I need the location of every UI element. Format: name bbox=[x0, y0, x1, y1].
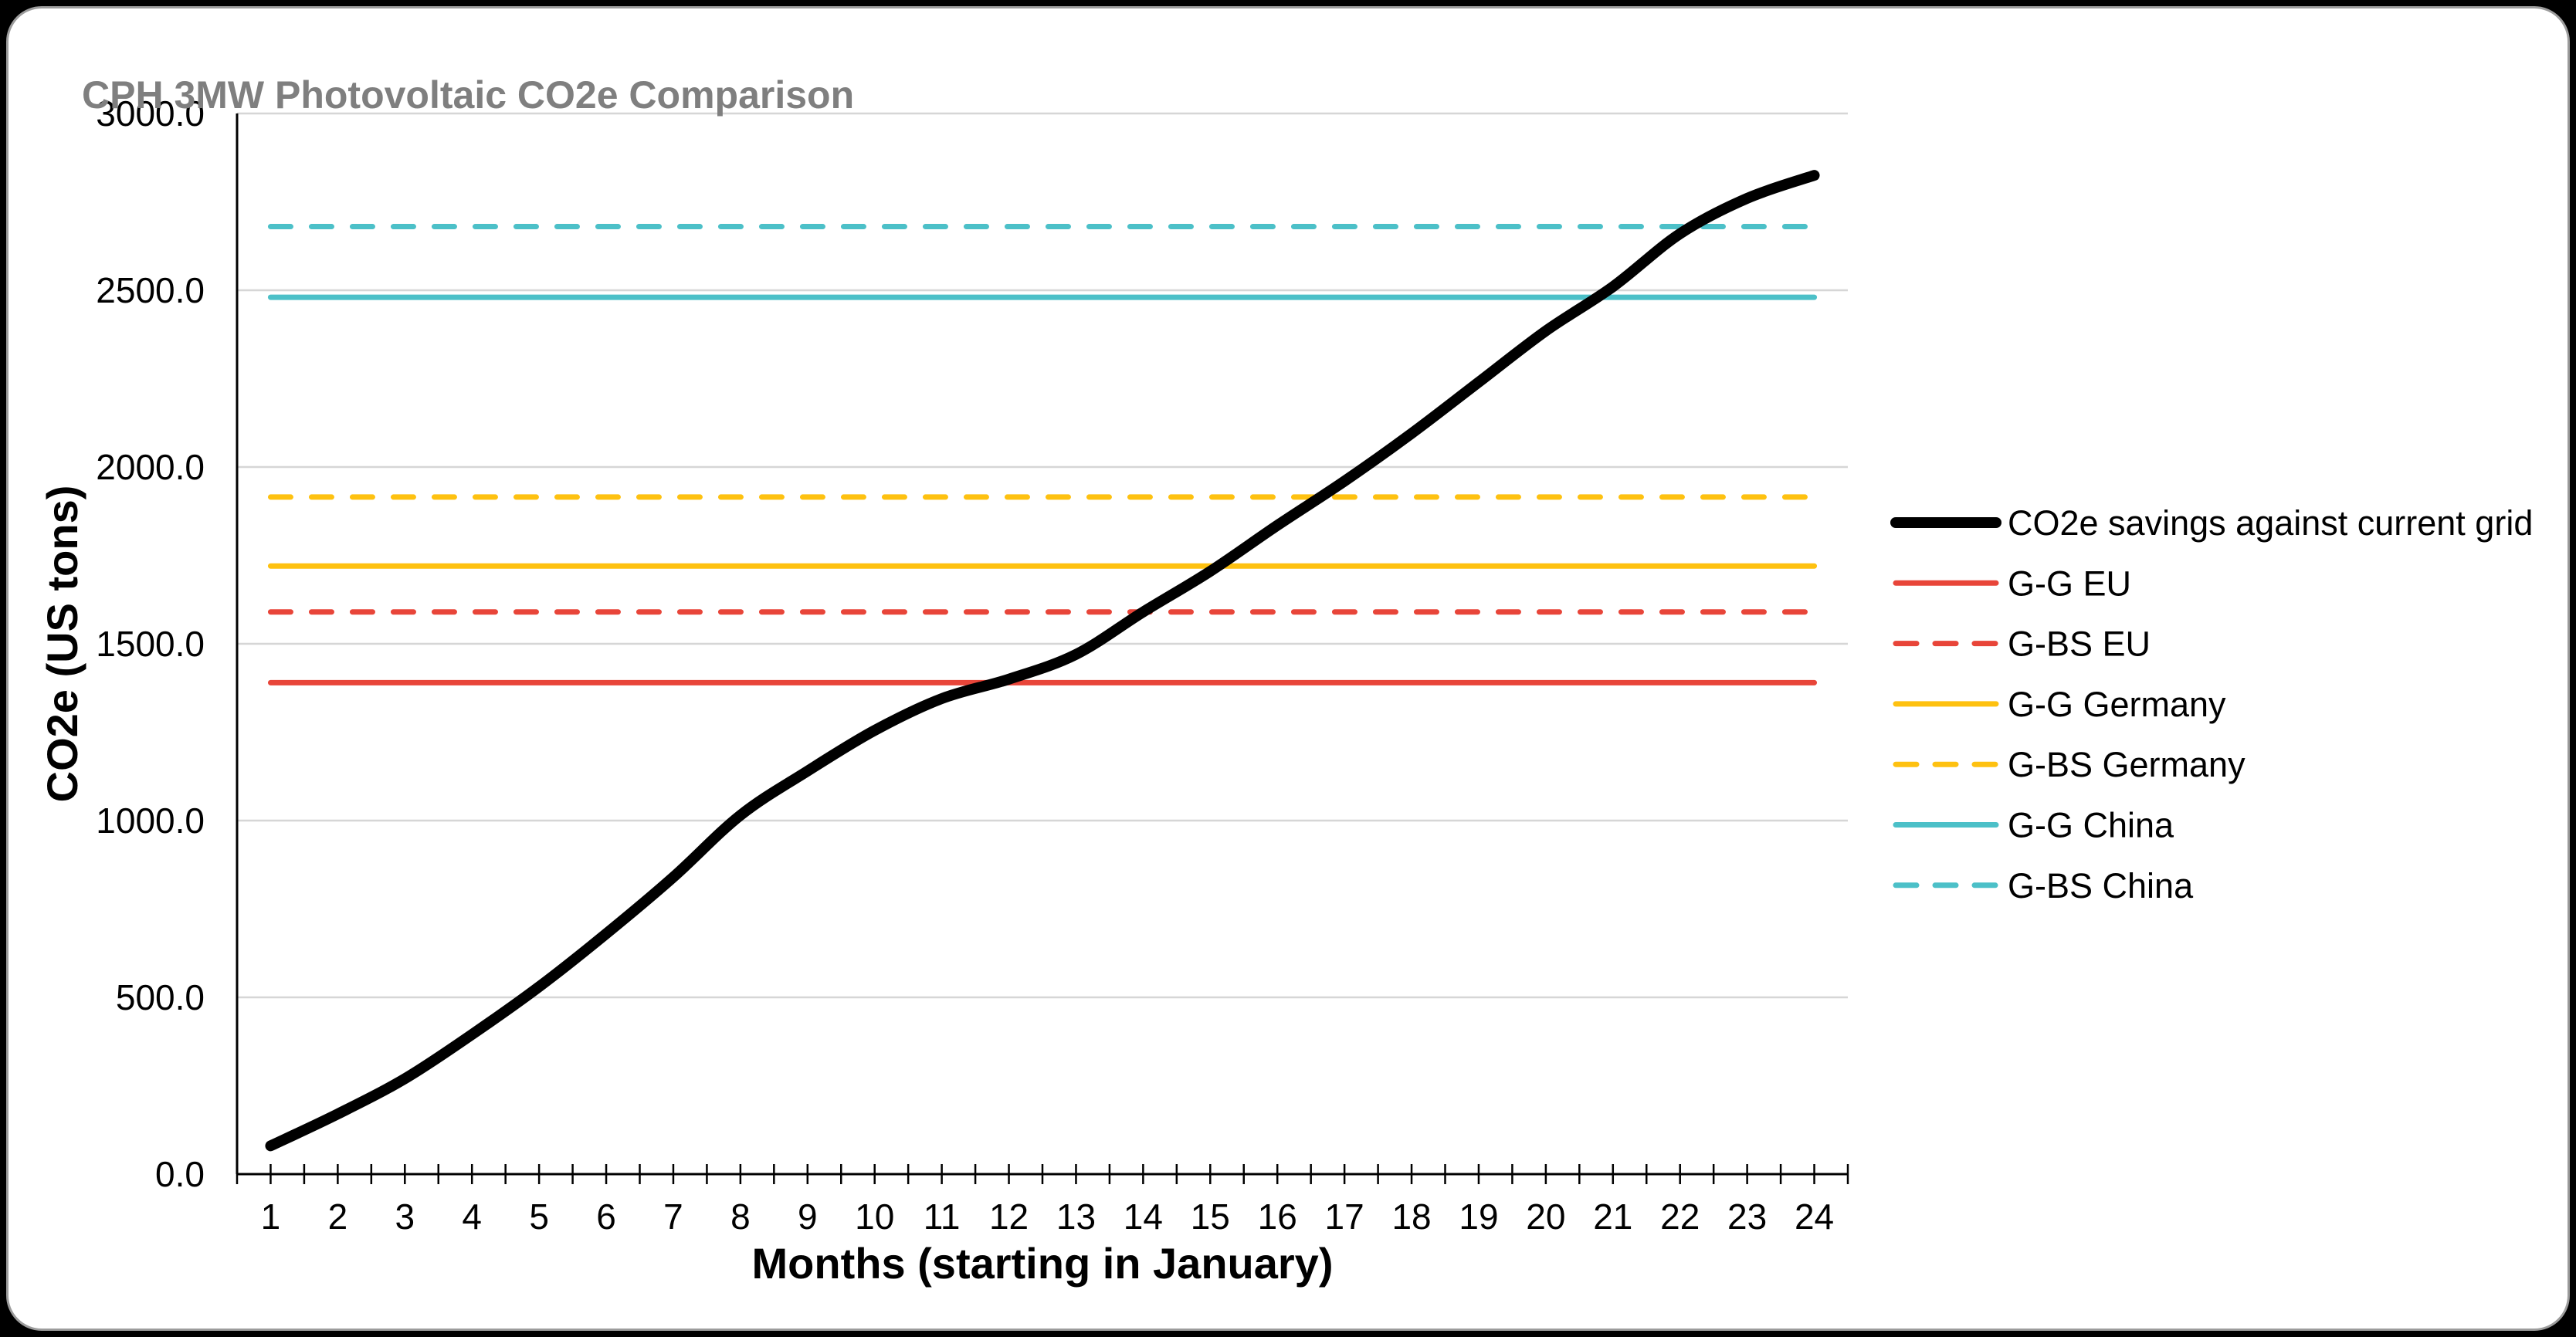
reference-lines bbox=[267, 224, 1818, 685]
x-tick-label: 4 bbox=[462, 1197, 482, 1237]
x-tick-label: 13 bbox=[1056, 1197, 1096, 1237]
x-tick-label: 1 bbox=[261, 1197, 281, 1237]
y-tick-labels: 0.0 500.0 1000.0 1500.0 2000.0 2500.0 3000.0 bbox=[96, 93, 205, 1194]
x-tick-label: 8 bbox=[730, 1197, 751, 1237]
savings-curve-line bbox=[265, 170, 1820, 1152]
x-axis-title: Months (starting in January) bbox=[752, 1239, 1334, 1288]
x-tick-labels: 1 2 3 4 5 6 7 8 9 10 11 12 13 14 15 16 17 18 19 20 21 22 23 24 bbox=[261, 1197, 1834, 1237]
x-tick-label: 3 bbox=[395, 1197, 415, 1237]
x-tick-label: 16 bbox=[1258, 1197, 1297, 1237]
chart-title: CPH 3MW Photovoltaic CO2e Comparison bbox=[82, 73, 854, 117]
x-tick-label: 23 bbox=[1727, 1197, 1767, 1237]
legend-item-g-bs-eu: G-BS EU bbox=[1893, 624, 2151, 664]
y-tick-label: 1500.0 bbox=[96, 624, 205, 664]
y-tick-label: 0.0 bbox=[155, 1154, 205, 1194]
x-tick-label: 5 bbox=[529, 1197, 549, 1237]
x-tick-label: 12 bbox=[989, 1197, 1029, 1237]
savings-curve bbox=[265, 170, 1820, 1152]
x-tick-label: 15 bbox=[1191, 1197, 1230, 1237]
x-tick-label: 19 bbox=[1459, 1197, 1498, 1237]
legend-item-co2e-savings-against-current-grid: CO2e savings against current grid bbox=[1890, 503, 2533, 543]
x-tick-label: 24 bbox=[1795, 1197, 1834, 1237]
legend-label: G-BS EU bbox=[2008, 624, 2151, 664]
legend-label: G-G Germany bbox=[2008, 685, 2226, 724]
legend-item-g-g-china: G-G China bbox=[1893, 806, 2174, 845]
y-axis-title: CO2e (US tons) bbox=[38, 486, 86, 803]
x-tick-label: 10 bbox=[855, 1197, 894, 1237]
legend-label: G-G China bbox=[2008, 806, 2174, 845]
y-tick-label: 500.0 bbox=[116, 977, 205, 1017]
y-tick-label: 2500.0 bbox=[96, 270, 205, 310]
x-tick-label: 20 bbox=[1526, 1197, 1565, 1237]
y-tick-label: 1000.0 bbox=[96, 801, 205, 841]
legend-label: CO2e savings against current grid bbox=[2008, 503, 2533, 543]
gridlines bbox=[237, 112, 1848, 999]
x-tick-label: 21 bbox=[1593, 1197, 1632, 1237]
legend-label: G-BS Germany bbox=[2008, 745, 2246, 784]
x-tick-label: 7 bbox=[663, 1197, 683, 1237]
x-tick-label: 22 bbox=[1660, 1197, 1700, 1237]
legend-item-g-bs-germany: G-BS Germany bbox=[1893, 745, 2246, 784]
legend-label: G-BS China bbox=[2008, 866, 2194, 905]
y-tick-label: 2000.0 bbox=[96, 447, 205, 487]
x-tick-label: 6 bbox=[596, 1197, 616, 1237]
legend: CO2e savings against current grid G-G EU G… bbox=[1890, 503, 2533, 905]
legend-item-g-bs-china: G-BS China bbox=[1893, 866, 2194, 905]
x-tick-label: 14 bbox=[1124, 1197, 1163, 1237]
x-tick-label: 18 bbox=[1391, 1197, 1431, 1237]
x-tick-label: 2 bbox=[328, 1197, 348, 1237]
x-tick-label: 11 bbox=[924, 1197, 961, 1237]
axes bbox=[236, 113, 1849, 1184]
legend-item-g-g-eu: G-G EU bbox=[1893, 564, 2131, 603]
legend-item-g-g-germany: G-G Germany bbox=[1893, 685, 2226, 724]
legend-label: G-G EU bbox=[2008, 564, 2131, 603]
y-tick-label: 3000.0 bbox=[96, 93, 205, 134]
x-tick-label: 17 bbox=[1325, 1197, 1364, 1237]
x-tick-label: 9 bbox=[798, 1197, 818, 1237]
